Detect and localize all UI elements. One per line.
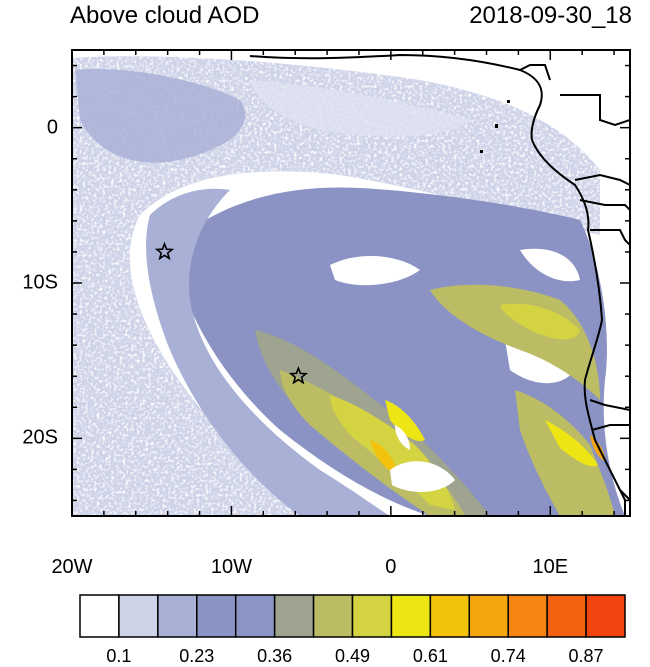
coastline [249, 53, 630, 516]
colorbar-tick-label: 0.49 [334, 646, 371, 666]
islands [480, 100, 510, 153]
x-tick-label: 10W [210, 556, 252, 578]
y-tick-label: 20S [22, 426, 58, 449]
colorbar-swatch [196, 594, 237, 638]
x-tick-label: 10E [532, 556, 569, 578]
colorbar-swatch [312, 594, 354, 638]
colorbar-tick-label: 0.36 [257, 646, 293, 666]
colorbar-swatch [585, 594, 626, 638]
colorbar-swatch [507, 594, 548, 638]
colorbar-swatch [468, 594, 509, 638]
aod-medium-plume [146, 187, 625, 516]
y-tick-label: 0 [46, 116, 58, 139]
colorbar-swatch [234, 594, 276, 638]
colorbar-tick-label: 0.61 [412, 646, 448, 666]
colorbar-swatch [546, 594, 587, 638]
colorbar-tick-label: 0.74 [490, 646, 526, 666]
map-title: Above cloud AOD [70, 2, 260, 29]
markers-layer [154, 241, 309, 385]
x-tick-label: 0 [385, 556, 397, 578]
map-datetime: 2018-09-30_18 [469, 2, 632, 29]
star-marker-1 [154, 241, 175, 261]
colorbar-swatch [351, 594, 393, 638]
colorbar-swatch [157, 594, 198, 638]
y-tick-label: 10S [22, 271, 58, 294]
colorbar-tick-label: 0.23 [179, 646, 215, 666]
star-marker-2 [288, 365, 309, 385]
colorbar-tick-label: 0.87 [568, 646, 604, 666]
plot-frame [71, 49, 631, 517]
aod-high-bands [255, 284, 615, 516]
x-tick-label: 20W [51, 556, 93, 578]
aod-low-field [72, 56, 600, 516]
colorbar-swatch [390, 594, 432, 638]
colorbar-tick-label: 0.1 [106, 646, 132, 666]
map-plot-area [72, 50, 630, 516]
colorbar-swatch [79, 594, 120, 638]
colorbar-swatch [429, 594, 471, 638]
colorbar-swatch [118, 594, 159, 638]
colorbar-swatch [273, 594, 315, 638]
colorbar [79, 594, 626, 638]
